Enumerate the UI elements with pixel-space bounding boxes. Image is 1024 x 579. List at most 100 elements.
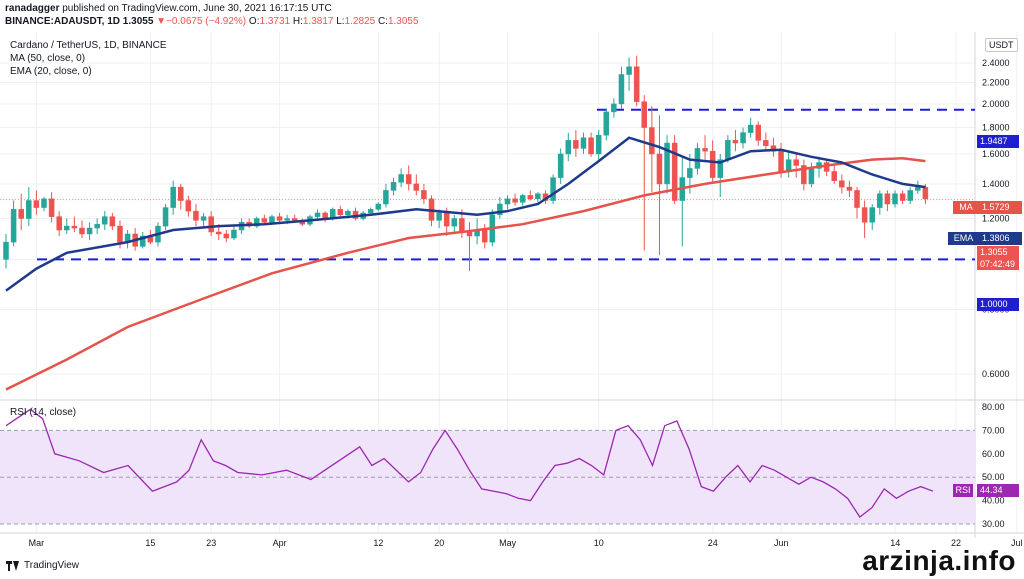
ema-legend[interactable]: EMA (20, close, 0) xyxy=(10,66,92,77)
open-value: 1.3731 xyxy=(259,16,291,27)
candle xyxy=(3,233,9,269)
candle-body xyxy=(922,186,929,200)
candle-body xyxy=(314,212,321,217)
candle xyxy=(223,230,230,243)
candle-body xyxy=(3,241,9,260)
candle-body xyxy=(573,140,579,149)
candle xyxy=(208,211,214,236)
candle-body xyxy=(284,218,290,221)
last-price-tag: 1.3055 07:42:49 xyxy=(977,246,1019,270)
candle-body xyxy=(367,209,374,214)
candle-body xyxy=(687,168,693,178)
candle xyxy=(102,211,108,231)
candle-body xyxy=(170,186,176,208)
candle-body xyxy=(846,186,853,191)
candle xyxy=(633,55,640,107)
candle xyxy=(580,132,587,154)
candle-body xyxy=(253,218,260,227)
candle-body xyxy=(459,218,465,233)
candle-body xyxy=(808,168,815,185)
candle xyxy=(664,135,670,194)
last-price-value: 1.3055 xyxy=(980,247,1008,257)
candle xyxy=(573,130,579,157)
candle-body xyxy=(48,198,55,217)
rsi-legend[interactable]: RSI (14, close) xyxy=(10,407,77,418)
x-tick-label: 23 xyxy=(206,538,216,548)
candle xyxy=(504,195,511,210)
candle xyxy=(588,132,594,157)
candle xyxy=(618,66,625,109)
y-tick-label: 1.2000 xyxy=(982,214,1010,224)
candle-body xyxy=(580,137,587,149)
candle-body xyxy=(231,229,237,239)
candle-body xyxy=(633,66,640,102)
candle xyxy=(702,135,708,160)
upper-line-tag: 1.9487 xyxy=(977,135,1019,148)
site-watermark: arzinja.info xyxy=(862,545,1016,576)
y-tick-label: 0.6000 xyxy=(982,369,1010,379)
candle xyxy=(170,180,176,215)
candle-body xyxy=(884,193,891,205)
candle xyxy=(527,190,534,201)
ma-tag-value: 1.5729 xyxy=(979,201,1022,214)
candle-body xyxy=(915,186,921,191)
published-text: published on TradingView.com, June 30, 2… xyxy=(62,3,332,14)
rsi-tick-label: 60.00 xyxy=(982,449,1005,459)
tradingview-brand[interactable]: TradingView xyxy=(6,560,79,571)
candle-body xyxy=(94,223,100,229)
currency-button[interactable]: USDT xyxy=(985,38,1018,52)
chart-title: Cardano / TetherUS, 1D, BINANCE xyxy=(10,40,167,51)
rsi-tick-label: 80.00 xyxy=(982,402,1005,412)
candle-body xyxy=(269,216,275,223)
candle-body xyxy=(26,200,32,219)
ema-tag-label: EMA xyxy=(948,232,979,245)
rsi-tag-value: 44.34 xyxy=(977,484,1019,497)
candle-body xyxy=(504,198,511,205)
candle-body xyxy=(261,218,268,223)
candle xyxy=(337,205,344,217)
candle xyxy=(162,204,169,231)
candle xyxy=(421,183,427,205)
candle-body xyxy=(466,231,473,237)
chart-legend: Cardano / TetherUS, 1D, BINANCE MA (50, … xyxy=(10,39,167,78)
candle-body xyxy=(641,101,648,128)
candle-body xyxy=(337,209,344,216)
x-tick-label: May xyxy=(499,538,517,548)
publish-info: ranadagger published on TradingView.com,… xyxy=(5,3,332,14)
ma-legend[interactable]: MA (50, close, 0) xyxy=(10,53,86,64)
candle xyxy=(94,218,100,234)
candle-body xyxy=(383,190,389,205)
y-tick-label: 1.4000 xyxy=(982,179,1010,189)
candle-body xyxy=(208,216,214,233)
rsi-tag-label: RSI xyxy=(953,484,973,497)
candle-body xyxy=(497,203,503,216)
open-label: O: xyxy=(248,16,260,27)
candle xyxy=(839,174,845,194)
x-tick-label: Apr xyxy=(273,538,287,548)
tradingview-logo-icon xyxy=(6,560,20,571)
x-tick-label: 14 xyxy=(890,538,900,548)
candle xyxy=(747,117,754,138)
rsi-tick-label: 30.00 xyxy=(982,519,1005,529)
candle-body xyxy=(443,212,450,227)
candle-body xyxy=(907,190,913,201)
candle xyxy=(801,159,807,191)
low-value: 1.2825 xyxy=(344,16,376,27)
candle xyxy=(398,168,404,188)
candle-body xyxy=(200,216,207,221)
candle-body xyxy=(877,193,883,208)
candle xyxy=(178,183,184,210)
candle xyxy=(641,95,648,251)
price-chart[interactable]: Mar1523Apr1220May1024Jun1422Jul0.60000.8… xyxy=(0,0,1024,556)
candle-body xyxy=(413,183,420,191)
candle-body xyxy=(109,216,116,227)
candle xyxy=(109,212,116,231)
candle xyxy=(86,222,93,241)
candle-body xyxy=(451,218,458,227)
candle xyxy=(550,174,556,205)
candle xyxy=(861,200,868,239)
candle-body xyxy=(33,200,40,208)
candle-body xyxy=(595,134,602,155)
candle-body xyxy=(140,235,146,247)
candle-body xyxy=(535,193,541,200)
